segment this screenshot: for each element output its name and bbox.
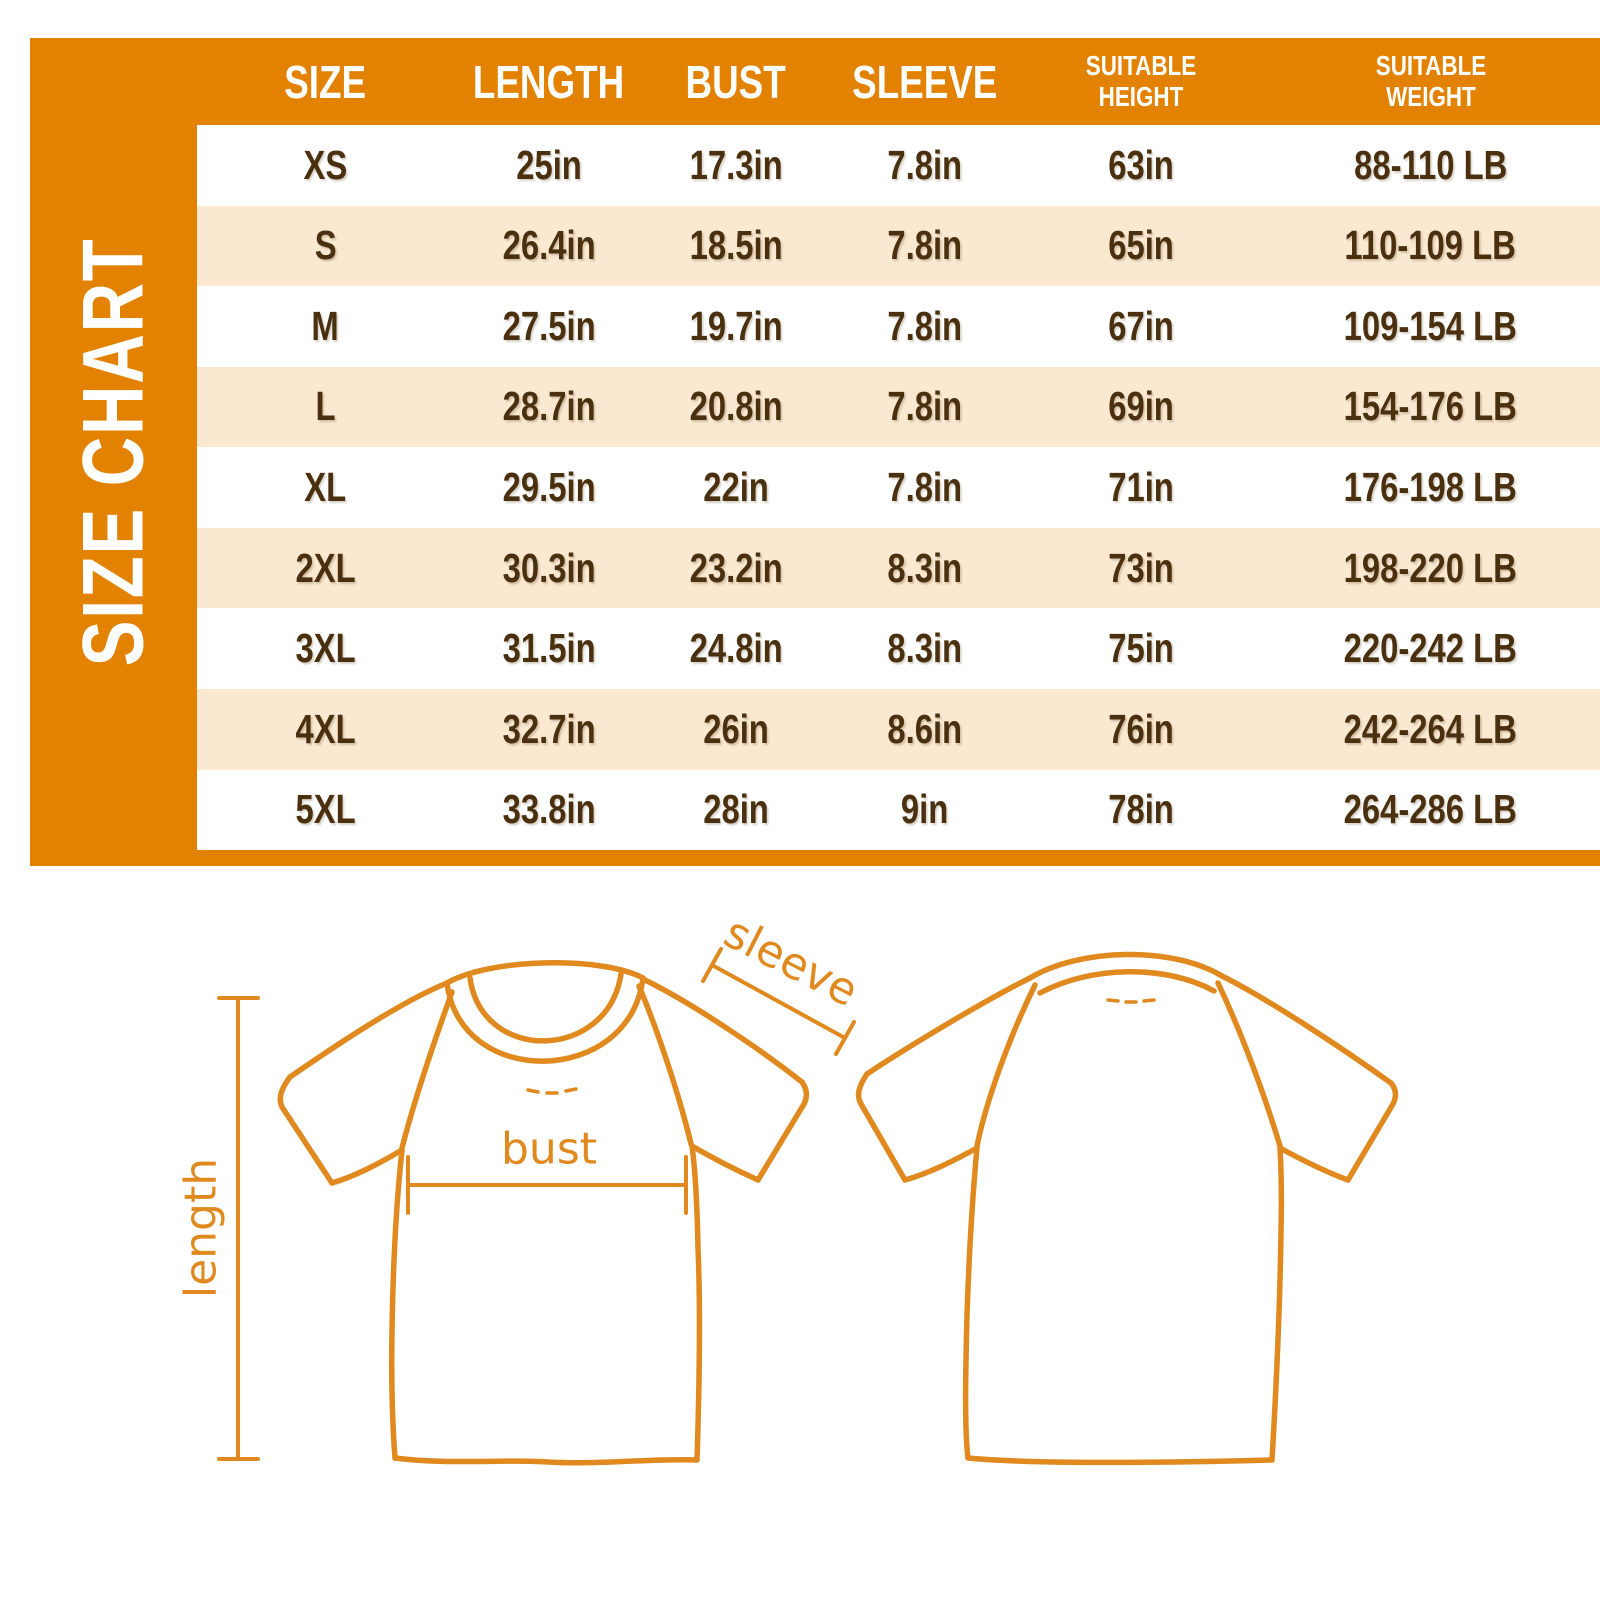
table-cell: 65in	[1108, 222, 1174, 269]
table-cell: L	[315, 383, 336, 430]
table-cell: 20.8in	[689, 383, 783, 430]
table-cell: 26in	[703, 705, 769, 752]
table-cell: 242-264 LB	[1343, 705, 1518, 752]
table-cell: 75in	[1108, 625, 1174, 672]
table-cell: 7.8in	[887, 302, 962, 349]
size-chart-table: SIZE CHART SIZE LENGTH BUST SLEEVE SUITA…	[30, 38, 1600, 866]
table-cell: 8.3in	[887, 544, 962, 591]
table-cell: 76in	[1108, 705, 1174, 752]
table-cell: 28.7in	[502, 383, 596, 430]
table-cell: 27.5in	[502, 302, 596, 349]
table-row: S 26.4in 18.5in 7.8in 65in 110-109 LB	[197, 205, 1600, 287]
table-cell: 198-220 LB	[1343, 544, 1518, 591]
column-header-length: LENGTH	[473, 55, 625, 108]
table-row: 3XL 31.5in 24.8in 8.3in 75in 220-242 LB	[197, 608, 1600, 689]
page-title: SIZE CHART	[65, 237, 161, 667]
table-row: XL 29.5in 22in 7.8in 71in 176-198 LB	[197, 447, 1600, 528]
table-cell: 18.5in	[689, 222, 783, 269]
table-cell: 5XL	[295, 786, 356, 833]
bust-label: bust	[501, 1123, 597, 1175]
column-header-sleeve: SLEEVE	[851, 55, 998, 108]
table-cell: 4XL	[295, 705, 356, 752]
front-shirt-diagram	[277, 960, 810, 1466]
column-header-bust: BUST	[685, 55, 787, 108]
table-row: XS 25in 17.3in 7.8in 63in 88-110 LB	[197, 125, 1600, 206]
table-cell: 28in	[703, 786, 769, 833]
table-cell: 73in	[1108, 544, 1174, 591]
length-label: length	[175, 1157, 227, 1299]
table-cell: 25in	[516, 141, 582, 188]
table-cell: 23.2in	[689, 544, 783, 591]
table-cell: 220-242 LB	[1343, 625, 1518, 672]
table-cell: 154-176 LB	[1343, 383, 1518, 430]
table-cell: 71in	[1108, 464, 1174, 511]
column-header-suitable-height: SUITABLE HEIGHT	[1085, 49, 1197, 112]
table-cell: 67in	[1108, 302, 1174, 349]
table-cell: 30.3in	[502, 544, 596, 591]
table-cell: 176-198 LB	[1343, 464, 1518, 511]
table-cell: 8.6in	[887, 705, 962, 752]
table-row: M 27.5in 19.7in 7.8in 67in 109-154 LB	[197, 286, 1600, 367]
column-header-suitable-weight: SUITABLE WEIGHT	[1375, 49, 1486, 112]
table-cell: 17.3in	[689, 141, 783, 188]
table-cell: XS	[303, 141, 348, 188]
table-cell: 3XL	[295, 625, 356, 672]
side-title-band: SIZE CHART	[30, 38, 197, 866]
table-cell: 7.8in	[887, 464, 962, 511]
table-cell: 7.8in	[887, 383, 962, 430]
back-shirt-diagram	[855, 951, 1399, 1466]
table-cell: 110-109 LB	[1344, 222, 1517, 269]
table-rows: XS 25in 17.3in 7.8in 63in 88-110 LB S 26.4in 18.…	[197, 125, 1600, 851]
table-cell: 264-286 LB	[1343, 786, 1518, 833]
table-cell: XL	[304, 464, 347, 511]
table-cell: 7.8in	[887, 141, 962, 188]
table-cell: M	[311, 302, 340, 349]
table-cell: 31.5in	[502, 625, 596, 672]
table-cell: 19.7in	[689, 302, 783, 349]
table-content: SIZE LENGTH BUST SLEEVE SUITABLE HEIGHT …	[197, 38, 1600, 866]
table-cell: 26.4in	[502, 222, 596, 269]
table-cell: 32.7in	[502, 705, 596, 752]
table-cell: S	[314, 222, 337, 269]
table-cell: 33.8in	[502, 786, 596, 833]
table-row: 5XL 33.8in 28in 9in 78in 264-286 LB	[197, 769, 1600, 851]
sleeve-label: sleeve	[715, 906, 867, 1018]
table-cell: 8.3in	[887, 625, 962, 672]
table-cell: 88-110 LB	[1353, 141, 1508, 188]
table-cell: 69in	[1108, 383, 1174, 430]
table-cell: 24.8in	[689, 625, 783, 672]
table-cell: 7.8in	[887, 222, 962, 269]
table-header-row: SIZE LENGTH BUST SLEEVE SUITABLE HEIGHT …	[197, 38, 1600, 125]
table-cell: 63in	[1108, 141, 1174, 188]
table-row: L 28.7in 20.8in 7.8in 69in 154-176 LB	[197, 366, 1600, 448]
column-header-size: SIZE	[284, 55, 367, 108]
table-cell: 109-154 LB	[1343, 302, 1518, 349]
table-row: 2XL 30.3in 23.2in 8.3in 73in 198-220 LB	[197, 527, 1600, 609]
table-cell: 78in	[1108, 786, 1174, 833]
table-cell: 29.5in	[502, 464, 596, 511]
table-cell: 9in	[900, 786, 949, 833]
table-row: 4XL 32.7in 26in 8.6in 76in 242-264 LB	[197, 688, 1600, 770]
table-cell: 2XL	[295, 544, 356, 591]
table-cell: 22in	[703, 464, 769, 511]
